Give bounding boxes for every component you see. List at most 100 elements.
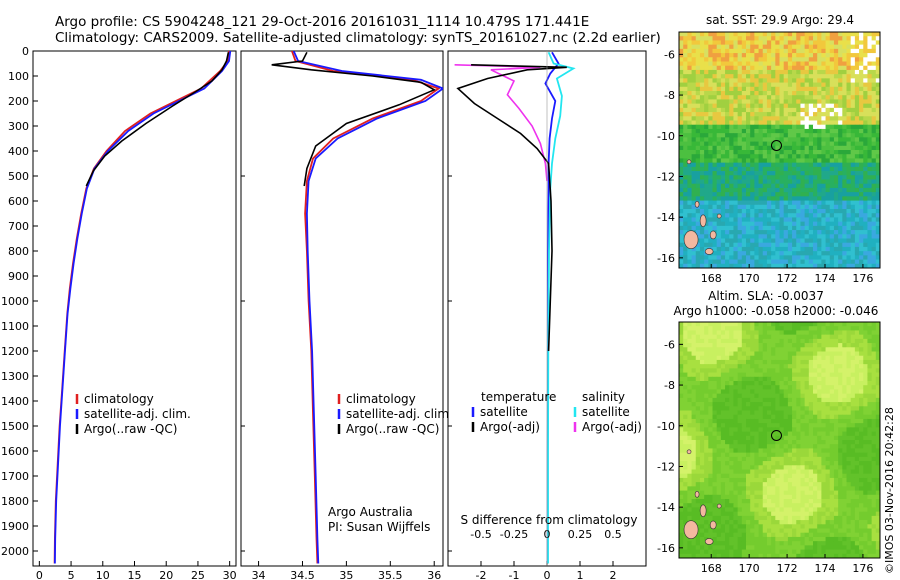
sst_map-cell <box>817 107 822 113</box>
sla_map-cell <box>737 469 743 475</box>
sst_map-cell <box>695 145 701 151</box>
sst_map-cell <box>725 116 730 121</box>
sst_map-cell <box>683 162 688 168</box>
sst_map-cell <box>679 48 684 54</box>
sla_map-cell <box>733 338 739 344</box>
sla_map-cell <box>679 494 684 500</box>
sla_map-cell <box>687 389 692 395</box>
sla_map-cell <box>750 351 755 357</box>
sla_map-cell <box>683 461 688 466</box>
sst_map-cell <box>720 179 726 185</box>
sla_map-cell <box>817 440 822 445</box>
sst_map-cell <box>817 263 822 268</box>
sst_map-cell <box>871 48 877 54</box>
sla_map-cell <box>829 364 835 369</box>
sla_map-cell <box>775 364 780 369</box>
sst_map-cell <box>695 150 701 155</box>
sst_map-cell <box>863 196 868 201</box>
sst_map-cell <box>771 53 776 58</box>
sla_map-cell <box>679 397 684 403</box>
sst_map-cell <box>771 48 776 54</box>
sst_map-cell <box>800 238 806 244</box>
sst_map-cell <box>699 48 705 54</box>
sla_map-cell <box>838 461 843 466</box>
sst_map-cell <box>720 196 726 201</box>
sla_map-cell <box>792 486 797 491</box>
sst_map-cell <box>758 91 764 96</box>
sst_map-cell <box>821 57 826 62</box>
sla_map-cell <box>729 351 734 357</box>
sst_map-cell <box>741 65 747 71</box>
sst_map-cell <box>787 251 793 256</box>
sla_map-cell <box>716 351 722 357</box>
sla_map-cell <box>708 322 713 327</box>
sst_map-cell <box>733 99 739 105</box>
sla_map-cell <box>842 338 847 344</box>
sla_map-cell <box>733 499 739 504</box>
salinity-series-1 <box>292 51 443 564</box>
sst_map-cell <box>720 91 726 96</box>
sst_map-cell <box>729 238 734 244</box>
sst_map-cell <box>842 179 847 185</box>
sla_map-cell <box>750 355 755 361</box>
sst_map-cell <box>787 61 793 67</box>
sst_map-cell <box>859 183 864 189</box>
sst_map-cell <box>762 145 768 151</box>
sst_map-cell <box>833 217 839 223</box>
sla_map-cell <box>725 355 730 361</box>
sla_map-cell <box>712 435 718 441</box>
sst_map-cell <box>771 234 776 239</box>
sla_map-cell <box>741 423 747 428</box>
sst_map-cell <box>687 78 692 83</box>
sla_map-cell <box>725 431 730 437</box>
sla_map-cell <box>792 347 797 352</box>
sla_map-cell <box>813 427 818 432</box>
sst_map-cell <box>716 107 722 113</box>
sla_map-cell <box>737 477 743 483</box>
sst_map-cell <box>854 91 860 96</box>
sla_map-cell <box>817 381 822 386</box>
sst_map-cell <box>825 91 831 96</box>
sst_map-cell <box>750 103 755 109</box>
sst_map-cell <box>792 40 797 46</box>
sst_map-cell <box>859 57 864 62</box>
sst_map-ytick-label-4: -14 <box>657 211 675 224</box>
sst_map-cell <box>796 145 801 151</box>
sla_map-cell <box>838 482 843 487</box>
sst_map-cell <box>737 259 743 265</box>
sla_map-cell <box>875 368 880 373</box>
sst_map-cell <box>725 40 730 46</box>
sla_map-cell <box>766 393 772 399</box>
sst_map-cell <box>725 78 730 83</box>
sst_map-cell <box>875 116 880 121</box>
sst_map-cell <box>775 209 780 214</box>
sla_map-cell <box>859 469 864 475</box>
sla_map-cell <box>850 359 856 365</box>
sst_map-cell <box>808 95 814 100</box>
sst_map-cell <box>754 166 759 172</box>
sla_map-cell <box>871 343 877 348</box>
sla_map-cell <box>867 351 873 357</box>
sst_map-cell <box>762 238 768 244</box>
sla_map-cell <box>850 486 856 491</box>
sst_map-cell <box>733 53 739 58</box>
sst_map-cell <box>754 57 759 62</box>
sst_map-cell <box>800 141 806 147</box>
sst_map-cell <box>854 95 860 100</box>
sst_map-cell <box>775 158 780 164</box>
sla_map-cell <box>871 330 877 336</box>
sla_map-cell <box>854 414 860 420</box>
sst_map-cell <box>699 154 705 159</box>
temperature-ytick-label-13: 1300 <box>1 370 29 383</box>
sla_map-cell <box>741 351 747 357</box>
sla_map-cell <box>854 397 860 403</box>
sst_map-cell <box>863 141 868 147</box>
sst_map-cell <box>813 133 818 138</box>
sst_map-cell <box>813 61 818 67</box>
sla_map-cell <box>729 334 734 340</box>
sst_map-cell <box>679 230 684 235</box>
sst_map-cell <box>720 57 726 62</box>
sla_map-cell <box>687 368 692 373</box>
sla_map-cell <box>754 389 759 395</box>
sla_map-cell <box>792 334 797 340</box>
